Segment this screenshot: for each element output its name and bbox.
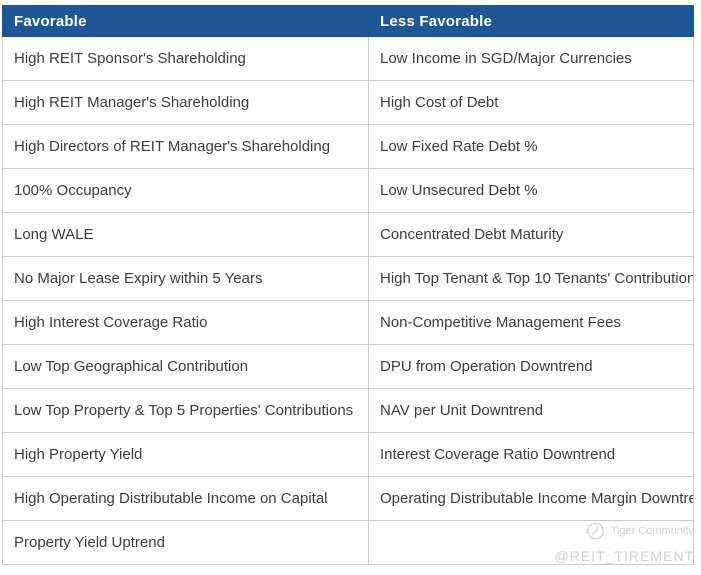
table-row: High Property Yield Interest Coverage Ra… bbox=[2, 432, 694, 477]
column-header-less-favorable: Less Favorable bbox=[368, 5, 694, 37]
less-favorable-cell: NAV per Unit Downtrend bbox=[368, 388, 694, 433]
favorable-cell: Long WALE bbox=[2, 212, 369, 257]
favorable-cell: No Major Lease Expiry within 5 Years bbox=[2, 256, 369, 301]
favorable-cell: High Property Yield bbox=[2, 432, 369, 477]
table-row: High REIT Sponsor's Shareholding Low Inc… bbox=[2, 36, 694, 81]
less-favorable-cell: Low Unsecured Debt % bbox=[368, 168, 694, 213]
less-favorable-cell: High Cost of Debt bbox=[368, 80, 694, 125]
less-favorable-cell: High Top Tenant & Top 10 Tenants' Contri… bbox=[368, 256, 694, 301]
table-row: 100% Occupancy Low Unsecured Debt % bbox=[2, 168, 694, 213]
less-favorable-cell bbox=[368, 520, 694, 565]
header-row: Favorable Less Favorable bbox=[2, 5, 694, 37]
less-favorable-cell: Low Fixed Rate Debt % bbox=[368, 124, 694, 169]
less-favorable-cell: Operating Distributable Income Margin Do… bbox=[368, 476, 694, 521]
table-row: No Major Lease Expiry within 5 Years Hig… bbox=[2, 256, 694, 301]
favorable-cell: High REIT Manager's Shareholding bbox=[2, 80, 369, 125]
table-row: High REIT Manager's Shareholding High Co… bbox=[2, 80, 694, 125]
table-header: Favorable Less Favorable bbox=[2, 5, 694, 37]
favorable-cell: High Interest Coverage Ratio bbox=[2, 300, 369, 345]
favorable-cell: 100% Occupancy bbox=[2, 168, 369, 213]
table-row: Long WALE Concentrated Debt Maturity bbox=[2, 212, 694, 257]
favorable-cell: High Directors of REIT Manager's Shareho… bbox=[2, 124, 369, 169]
reit-comparison-table: Favorable Less Favorable High REIT Spons… bbox=[2, 5, 694, 565]
table-row: Low Top Property & Top 5 Properties' Con… bbox=[2, 388, 694, 433]
less-favorable-cell: Concentrated Debt Maturity bbox=[368, 212, 694, 257]
favorable-cell: Low Top Geographical Contribution bbox=[2, 344, 369, 389]
less-favorable-cell: Low Income in SGD/Major Currencies bbox=[368, 36, 694, 81]
less-favorable-cell: Non-Competitive Management Fees bbox=[368, 300, 694, 345]
table-row: High Interest Coverage Ratio Non-Competi… bbox=[2, 300, 694, 345]
favorable-cell: High REIT Sponsor's Shareholding bbox=[2, 36, 369, 81]
table-row: High Operating Distributable Income on C… bbox=[2, 476, 694, 521]
column-header-favorable: Favorable bbox=[2, 5, 369, 37]
favorable-cell: Low Top Property & Top 5 Properties' Con… bbox=[2, 388, 369, 433]
table-row: Low Top Geographical Contribution DPU fr… bbox=[2, 344, 694, 389]
less-favorable-cell: Interest Coverage Ratio Downtrend bbox=[368, 432, 694, 477]
less-favorable-cell: DPU from Operation Downtrend bbox=[368, 344, 694, 389]
table-row: High Directors of REIT Manager's Shareho… bbox=[2, 124, 694, 169]
table-row: Property Yield Uptrend bbox=[2, 520, 694, 565]
favorable-cell: Property Yield Uptrend bbox=[2, 520, 369, 565]
favorable-cell: High Operating Distributable Income on C… bbox=[2, 476, 369, 521]
table-body: High REIT Sponsor's Shareholding Low Inc… bbox=[2, 36, 694, 565]
